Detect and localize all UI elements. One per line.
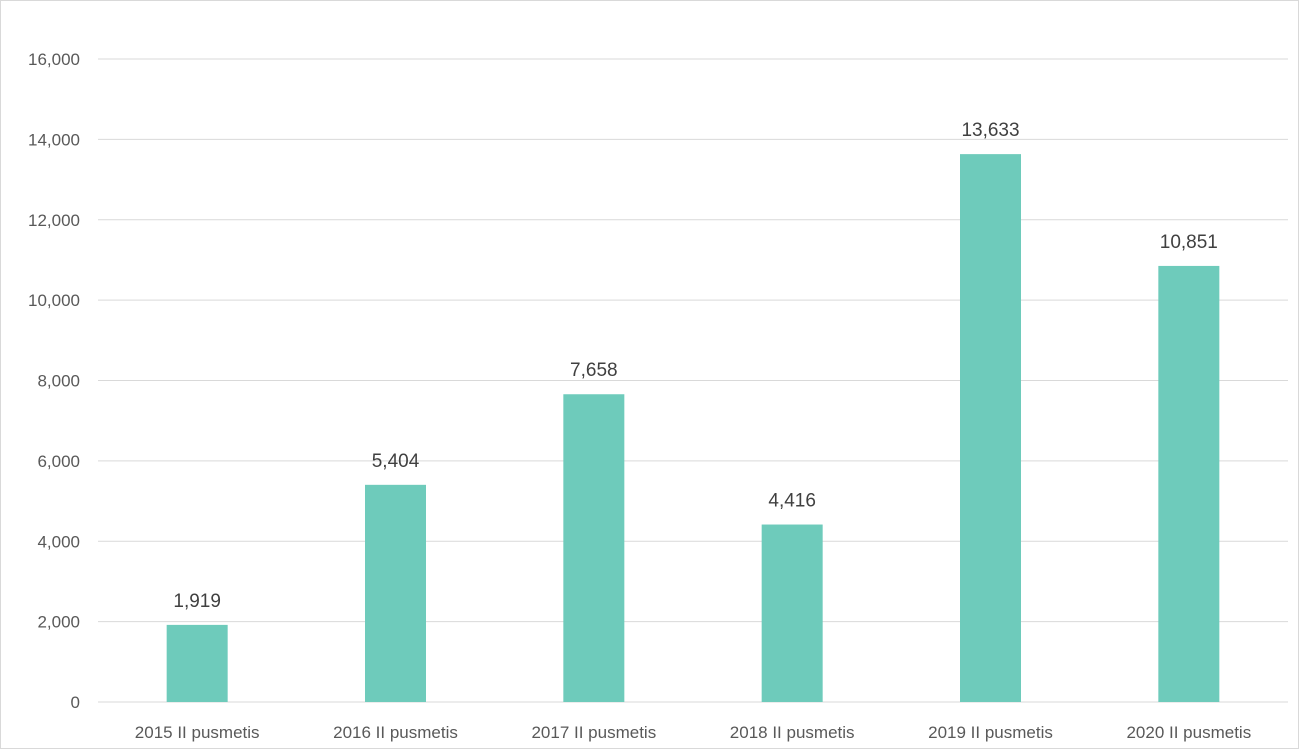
bar-value-label: 13,633	[961, 120, 1019, 141]
x-tick-label: 2015 II pusmetis	[135, 723, 260, 742]
y-tick-label: 6,000	[37, 452, 80, 471]
y-tick-label: 12,000	[28, 211, 80, 230]
bar-value-label: 1,919	[173, 591, 221, 612]
x-tick-label: 2019 II pusmetis	[928, 723, 1053, 742]
y-axis-ticks: 0 2,000 4,000 6,000 8,000 10,000 12,000 14,000 1…	[28, 50, 80, 712]
bar-value-label: 5,404	[372, 451, 420, 472]
data-labels: 1,919 5,404 7,658 4,416 13,633 10,851	[173, 120, 1218, 612]
bar-value-label: 10,851	[1160, 232, 1218, 253]
x-tick-label: 2020 II pusmetis	[1126, 723, 1251, 742]
bars	[166, 154, 1220, 703]
bar	[365, 484, 426, 702]
bar	[166, 624, 228, 702]
bar-value-label: 4,416	[768, 491, 816, 512]
y-tick-label: 0	[71, 693, 80, 712]
bar	[1158, 265, 1220, 702]
bar	[563, 394, 625, 702]
bar	[761, 524, 823, 702]
y-tick-label: 4,000	[37, 532, 80, 551]
bar-value-label: 7,658	[570, 360, 618, 381]
x-tick-label: 2016 II pusmetis	[333, 723, 458, 742]
x-tick-label: 2018 II pusmetis	[730, 723, 855, 742]
y-tick-label: 14,000	[28, 130, 80, 149]
y-tick-label: 8,000	[37, 372, 80, 391]
y-tick-label: 10,000	[28, 291, 80, 310]
gridlines	[98, 58, 1288, 703]
y-tick-label: 16,000	[28, 50, 80, 69]
bar	[960, 154, 1021, 703]
x-tick-label: 2017 II pusmetis	[531, 723, 656, 742]
x-axis-ticks: 2015 II pusmetis 2016 II pusmetis 2017 II …	[135, 723, 1251, 742]
y-tick-label: 2,000	[37, 613, 80, 632]
